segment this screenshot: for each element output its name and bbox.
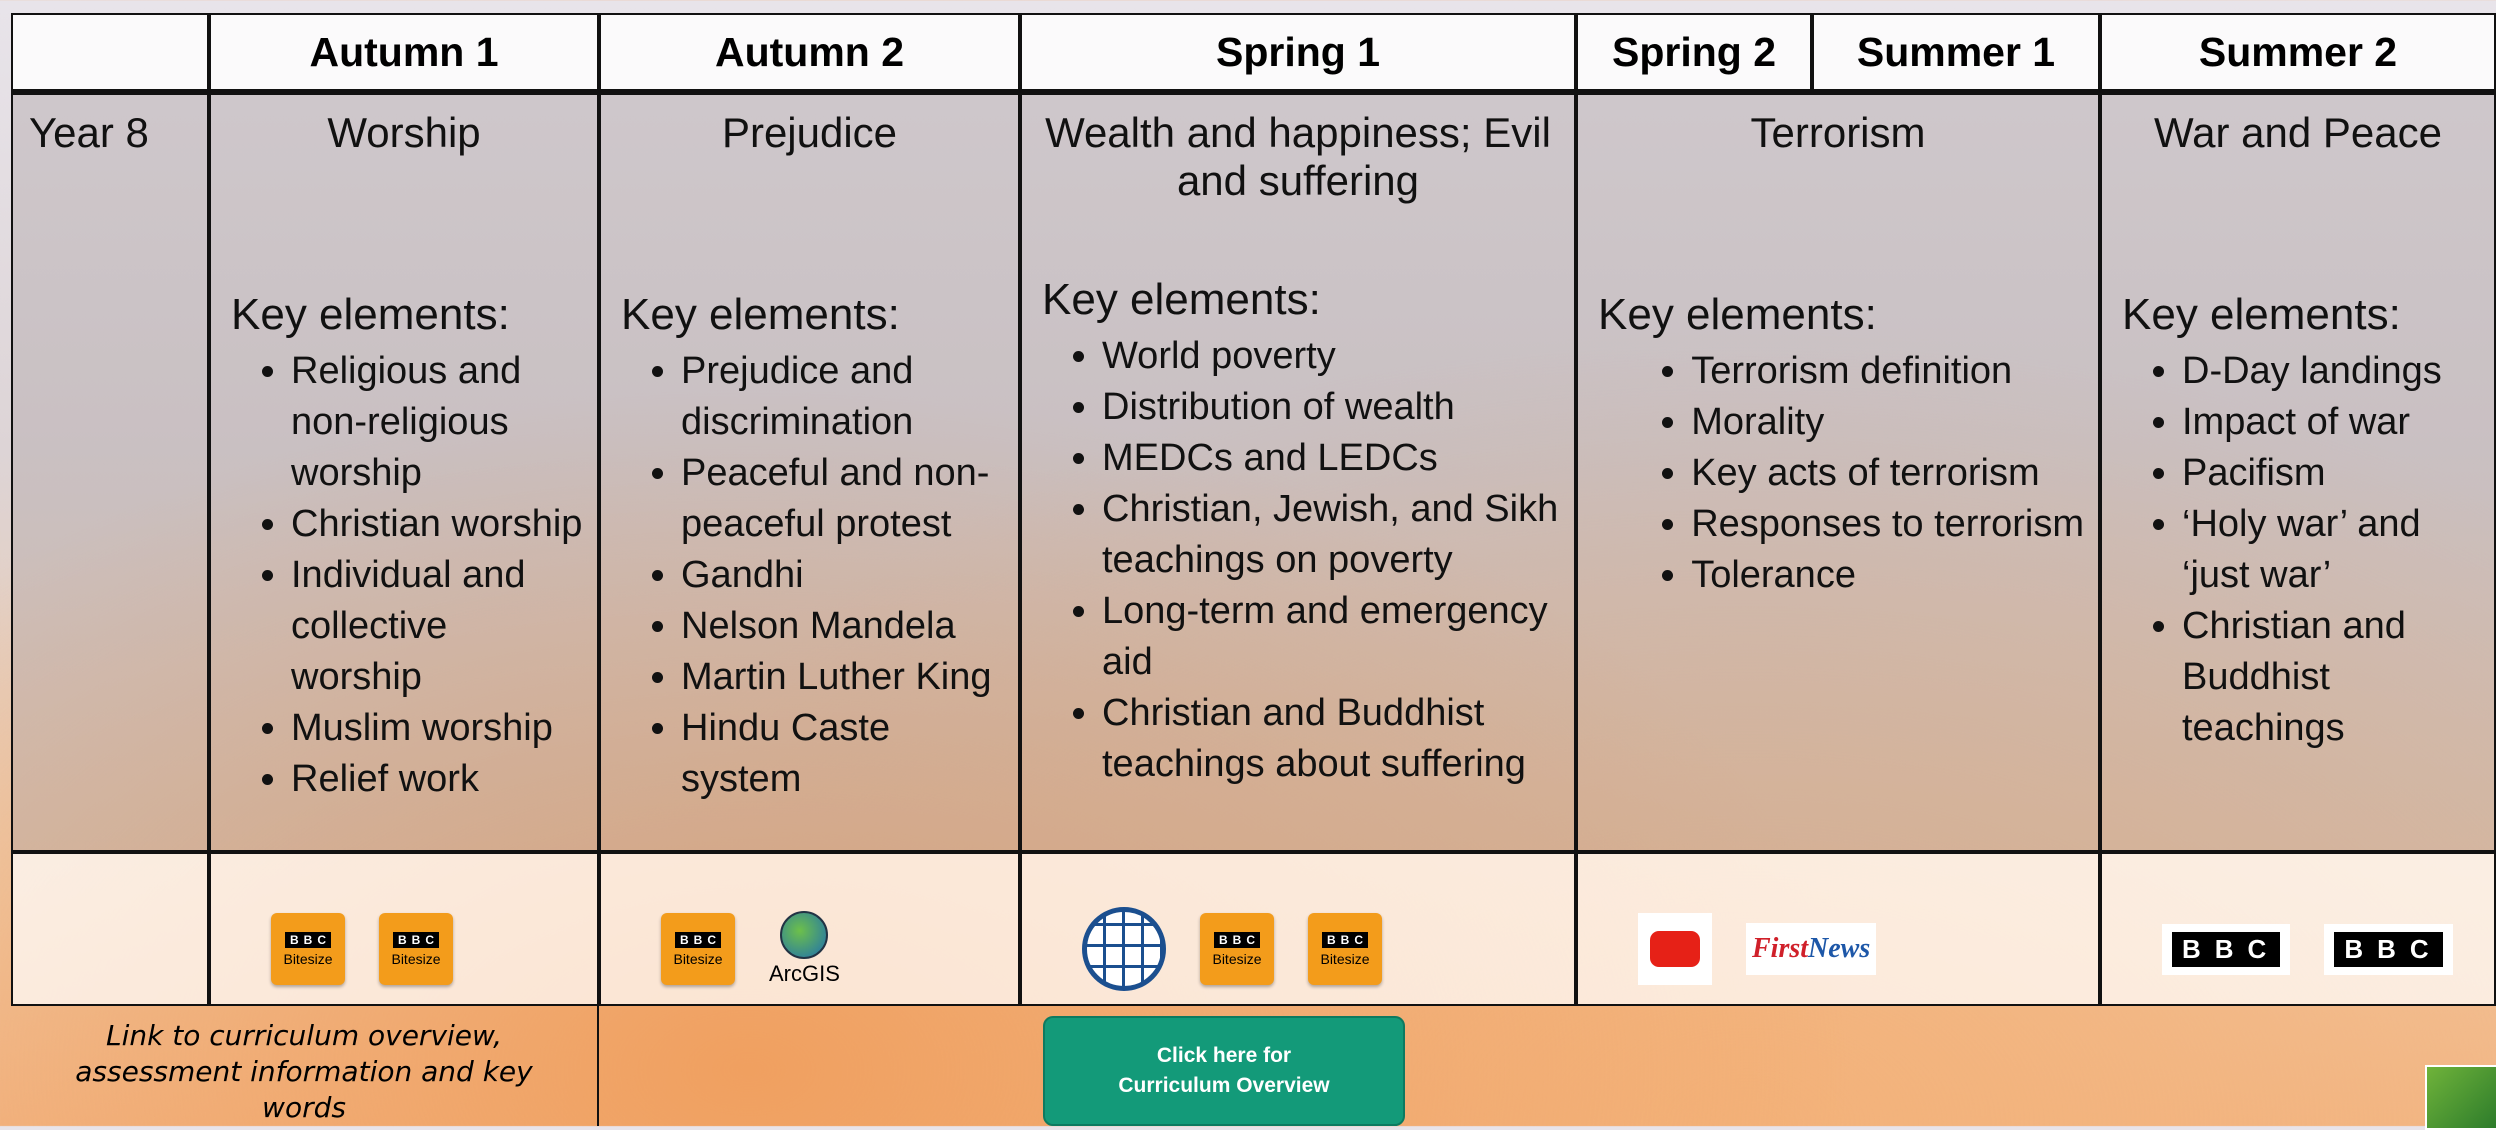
key-point: Responses to terrorism: [1691, 499, 2084, 550]
bbc-brand: BBC: [1322, 931, 1368, 948]
globe-link[interactable]: [1082, 907, 1166, 991]
bitesize-link[interactable]: BBC Bitesize: [1308, 913, 1382, 985]
key-point: Christian worship: [291, 499, 583, 550]
unit-topic: Worship: [327, 109, 481, 156]
key-point: Martin Luther King: [681, 652, 1004, 703]
unit-cell: War and Peace Key elements: D-Day landings…: [2100, 91, 2496, 852]
bbc-brand: BBC: [2172, 931, 2281, 967]
key-point: Key acts of terrorism: [1691, 448, 2084, 499]
bitesize-label: Bitesize: [673, 950, 723, 967]
overview-button[interactable]: Click here for Curriculum Overview: [1043, 1016, 1405, 1126]
key-point: Peaceful and non-peaceful protest: [681, 448, 1004, 550]
bbc-brand: BBC: [285, 931, 331, 948]
key-point: Christian and Buddhist teachings: [2182, 601, 2480, 754]
key-points: Terrorism definitionMoralityKey acts of …: [1611, 346, 2084, 601]
bbc-link[interactable]: BBC: [2324, 923, 2453, 975]
link-text[interactable]: Link to curriculum overview, assessment …: [11, 1006, 599, 1126]
key-point: Religious and non-religious worship: [291, 346, 583, 499]
key-heading: Key elements:: [1042, 275, 1321, 324]
header-cell: [11, 13, 209, 91]
key-point: Nelson Mandela: [681, 601, 1004, 652]
resource-cell: BBC BBC: [2100, 852, 2496, 1006]
arcgis-link[interactable]: ArcGIS: [769, 911, 840, 987]
bitesize-label: Bitesize: [1212, 950, 1262, 967]
key-points: D-Day landingsImpact of warPacifism‘Holy…: [2102, 346, 2480, 754]
button-line: Curriculum Overview: [1118, 1074, 1330, 1097]
term-header: Spring 2: [1576, 13, 1812, 91]
bitesize-link[interactable]: BBC Bitesize: [661, 913, 735, 985]
key-point: Prejudice and discrimination: [681, 346, 1004, 448]
key-point: Distribution of wealth: [1102, 382, 1560, 433]
key-point: Pacifism: [2182, 448, 2480, 499]
bbc-brand: BBC: [1214, 931, 1260, 948]
key-point: Tolerance: [1691, 550, 2084, 601]
key-point: D-Day landings: [2182, 346, 2480, 397]
key-point: ‘Holy war’ and ‘just war’: [2182, 499, 2480, 601]
term-header: Summer 1: [1812, 13, 2100, 91]
resource-cell: BBC Bitesize ArcGIS: [599, 852, 1020, 1006]
bitesize-label: Bitesize: [283, 950, 333, 967]
bitesize-label: Bitesize: [1320, 950, 1370, 967]
unit-topic: Terrorism: [1750, 109, 1926, 156]
term-header: Autumn 1: [209, 13, 599, 91]
bbc-brand: BBC: [675, 931, 721, 948]
unit-cell: Prejudice Key elements: Prejudice and disc…: [599, 91, 1020, 852]
key-point: Gandhi: [681, 550, 1004, 601]
key-point: Relief work: [291, 754, 583, 805]
key-point: Muslim worship: [291, 703, 583, 754]
key-point: Hindu Caste system: [681, 703, 1004, 805]
corner-logo: [2425, 1065, 2496, 1130]
key-point: Christian, Jewish, and Sikh teachings on…: [1102, 484, 1560, 586]
key-point: MEDCs and LEDCs: [1102, 433, 1560, 484]
row-label-cell: [11, 852, 209, 1006]
news-text: News: [1808, 933, 1871, 964]
term-header: Autumn 2: [599, 13, 1020, 91]
arcgis-label: ArcGIS: [769, 961, 840, 986]
bitesize-link[interactable]: BBC Bitesize: [271, 913, 345, 985]
youtube-link[interactable]: [1638, 913, 1712, 985]
firstnews-link[interactable]: FirstNews: [1746, 923, 1877, 975]
bbc-brand: BBC: [393, 931, 439, 948]
key-point: World poverty: [1102, 331, 1560, 382]
unit-cell: Terrorism Key elements: Terrorism definiti…: [1576, 91, 2100, 852]
first-text: First: [1752, 933, 1809, 964]
unit-cell: Wealth and happiness; Evil and suffering…: [1020, 91, 1576, 852]
unit-topic: Prejudice: [721, 109, 898, 156]
key-heading: Key elements:: [1598, 290, 1877, 339]
key-heading: Key elements:: [231, 290, 510, 339]
key-point: Terrorism definition: [1691, 346, 2084, 397]
key-points: World povertyDistribution of wealthMEDCs…: [1022, 331, 1560, 790]
term-header: Summer 2: [2100, 13, 2496, 91]
resource-cell: BBC Bitesize BBC Bitesize: [209, 852, 599, 1006]
key-points: Prejudice and discriminationPeaceful and…: [601, 346, 1004, 805]
key-point: Individual and collective worship: [291, 550, 583, 703]
resource-cell: BBC Bitesize BBC Bitesize: [1020, 852, 1576, 1006]
key-point: Christian and Buddhist teachings about s…: [1102, 688, 1560, 790]
term-header: Spring 1: [1020, 13, 1576, 91]
bbc-brand: BBC: [2334, 931, 2443, 967]
resource-cell: FirstNews: [1576, 852, 2100, 1006]
button-line: Click here for: [1156, 1044, 1292, 1067]
youtube-icon: [1650, 931, 1700, 967]
unit-topic: War and Peace: [2154, 109, 2442, 156]
key-heading: Key elements:: [621, 290, 900, 339]
row-label-cell: Year 8: [11, 91, 209, 852]
key-point: Morality: [1691, 397, 2084, 448]
key-point: Long-term and emergency aid: [1102, 586, 1560, 688]
bitesize-link[interactable]: BBC Bitesize: [1200, 913, 1274, 985]
key-point: Impact of war: [2182, 397, 2480, 448]
key-heading: Key elements:: [2122, 290, 2401, 339]
bitesize-label: Bitesize: [391, 950, 441, 967]
key-points: Religious and non-religious worshipChris…: [211, 346, 583, 805]
unit-cell: Worship Key elements: Religious and non-re…: [209, 91, 599, 852]
bbc-link[interactable]: BBC: [2162, 923, 2291, 975]
arcgis-globe: [780, 911, 829, 959]
bitesize-link[interactable]: BBC Bitesize: [379, 913, 453, 985]
unit-topic: Wealth and happiness; Evil and suffering: [1045, 109, 1551, 204]
